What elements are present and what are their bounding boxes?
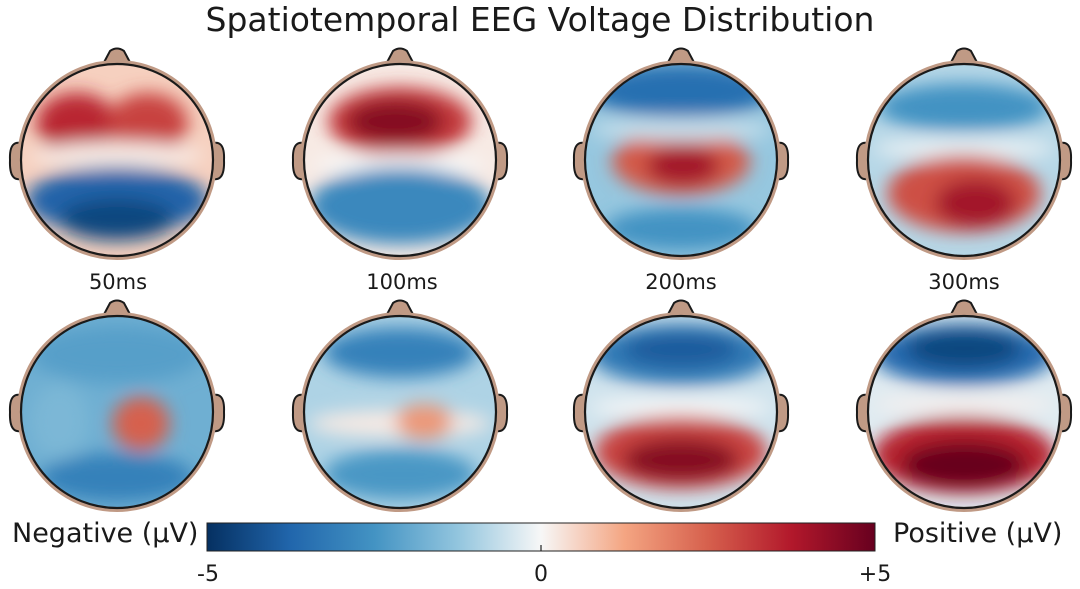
topomap-head: [855, 47, 1073, 260]
voltage-region: [59, 198, 175, 241]
voltage-field: [21, 316, 213, 508]
voltage-field: [585, 316, 777, 508]
voltage-region: [589, 117, 773, 141]
head-outline: [19, 314, 215, 510]
topomap-head: [8, 47, 226, 260]
voltage-field: [304, 316, 496, 508]
voltage-region: [623, 332, 739, 367]
voltage-field: [868, 64, 1060, 256]
voltage-region: [589, 64, 773, 118]
voltage-region: [935, 179, 1016, 228]
voltage-region: [40, 453, 194, 502]
voltage-region: [646, 146, 720, 185]
head-outline: [866, 62, 1062, 258]
voltage-region: [30, 141, 204, 169]
topomap-head: [855, 299, 1073, 512]
colorbar-tick-zero: 0: [534, 562, 548, 587]
colorbar-tick-max: +5: [858, 562, 892, 587]
voltage-region: [323, 327, 477, 378]
voltage-region: [901, 441, 1027, 488]
head-outline: [302, 62, 498, 258]
voltage-field: [868, 316, 1060, 508]
head-outline: [583, 62, 779, 258]
voltage-region: [107, 92, 189, 155]
topomap-head: [291, 299, 509, 512]
colorbar-negative-label: Negative (µV): [12, 518, 199, 549]
colorbar-positive-label: Positive (µV): [893, 518, 1063, 549]
time-label-50ms: 50ms: [88, 270, 148, 294]
topomap-head: [572, 47, 790, 260]
topomap-head: [291, 47, 509, 260]
colorbar-tick-min: -5: [197, 562, 219, 587]
voltage-region: [872, 395, 1056, 413]
time-label-200ms: 200ms: [645, 270, 717, 294]
topomap-head: [572, 299, 790, 512]
time-label-100ms: 100ms: [366, 270, 438, 294]
voltage-region: [347, 100, 444, 143]
voltage-region: [623, 438, 739, 482]
voltage-region: [872, 136, 1056, 160]
voltage-region: [589, 397, 773, 417]
head-outline: [583, 314, 779, 510]
time-label-300ms: 300ms: [928, 270, 1000, 294]
voltage-region: [36, 92, 117, 155]
voltage-field: [585, 64, 777, 256]
voltage-region: [906, 329, 1022, 368]
voltage-region: [313, 153, 487, 177]
voltage-field: [304, 64, 496, 256]
voltage-region: [112, 396, 170, 451]
voltage-region: [395, 404, 453, 439]
voltage-field: [21, 64, 213, 256]
voltage-region: [877, 83, 1051, 132]
voltage-region: [30, 383, 89, 460]
voltage-region: [604, 208, 758, 251]
voltage-region: [30, 325, 204, 384]
topomap-head: [8, 299, 226, 512]
head-outline: [302, 314, 498, 510]
voltage-region: [323, 449, 477, 500]
voltage-region: [308, 167, 492, 245]
head-outline: [19, 62, 215, 258]
head-outline: [866, 314, 1062, 510]
chart-title: Spatiotemporal EEG Voltage Distribution: [205, 0, 875, 39]
